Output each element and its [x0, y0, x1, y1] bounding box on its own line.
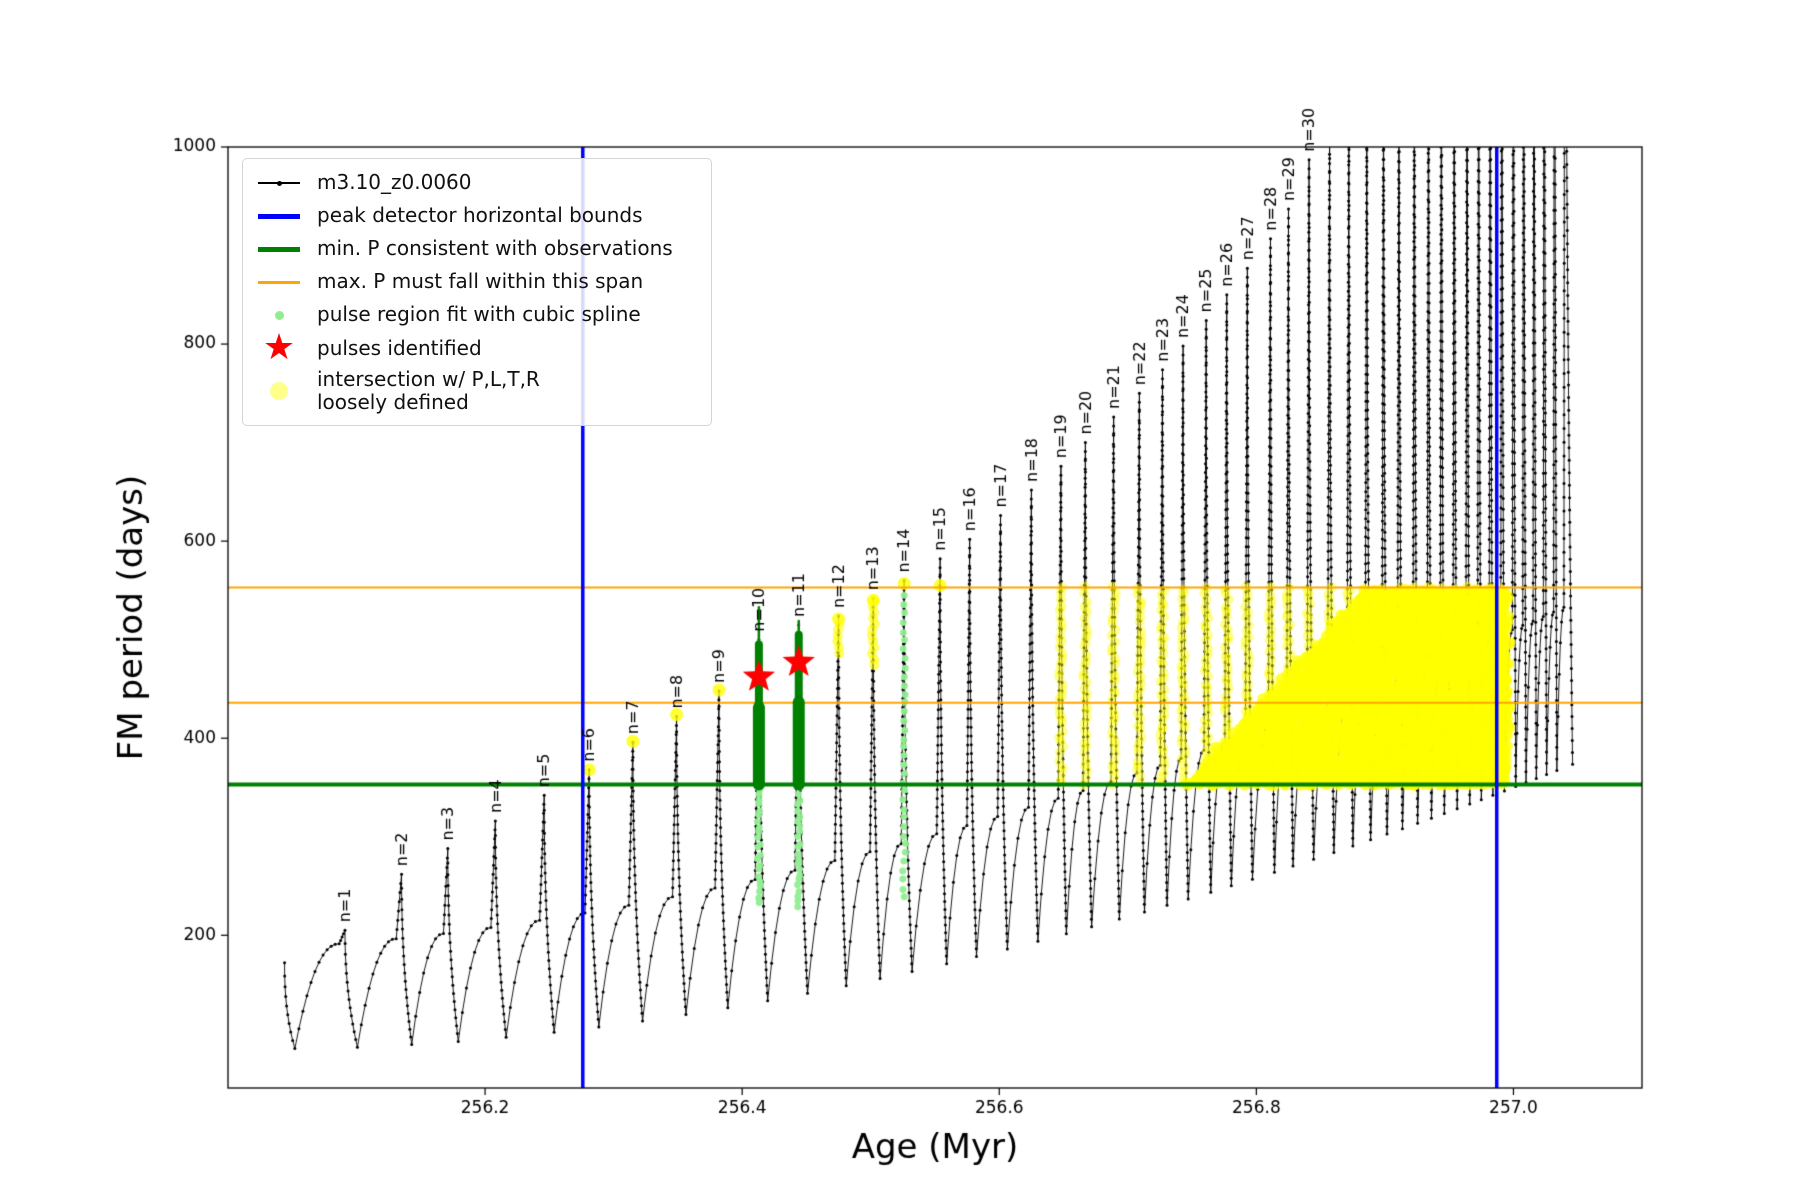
legend: m3.10_z0.0060 peak detector horizontal b…: [242, 158, 712, 426]
legend-item-intersection: intersection w/ P,L,T,R loosely defined: [255, 366, 697, 415]
legend-item-spline-region: pulse region fit with cubic spline: [255, 301, 697, 329]
legend-label: m3.10_z0.0060: [317, 170, 472, 195]
legend-label: peak detector horizontal bounds: [317, 203, 643, 228]
legend-item-max-p-span: max. P must fall within this span: [255, 268, 697, 296]
legend-label: intersection w/ P,L,T,R loosely defined: [317, 366, 540, 415]
legend-label: pulses identified: [317, 335, 482, 360]
legend-label: max. P must fall within this span: [317, 269, 644, 294]
legend-item-series: m3.10_z0.0060: [255, 169, 697, 197]
legend-item-pulses-identified: ★ pulses identified: [255, 327, 697, 368]
legend-item-peak-detector-bounds: peak detector horizontal bounds: [255, 202, 697, 230]
pulse-star-icon: ★: [262, 327, 296, 368]
legend-label: pulse region fit with cubic spline: [317, 302, 641, 327]
blue-bound-line-swatch: [255, 213, 303, 219]
intersection-dot-swatch: [255, 382, 303, 401]
green-min-line-swatch: [255, 246, 303, 252]
orange-span-line-swatch: [255, 280, 303, 284]
series-line-swatch: [255, 180, 303, 186]
legend-item-min-p: min. P consistent with observations: [255, 235, 697, 263]
legend-label: min. P consistent with observations: [317, 236, 673, 261]
spline-dot-swatch: [255, 310, 303, 320]
